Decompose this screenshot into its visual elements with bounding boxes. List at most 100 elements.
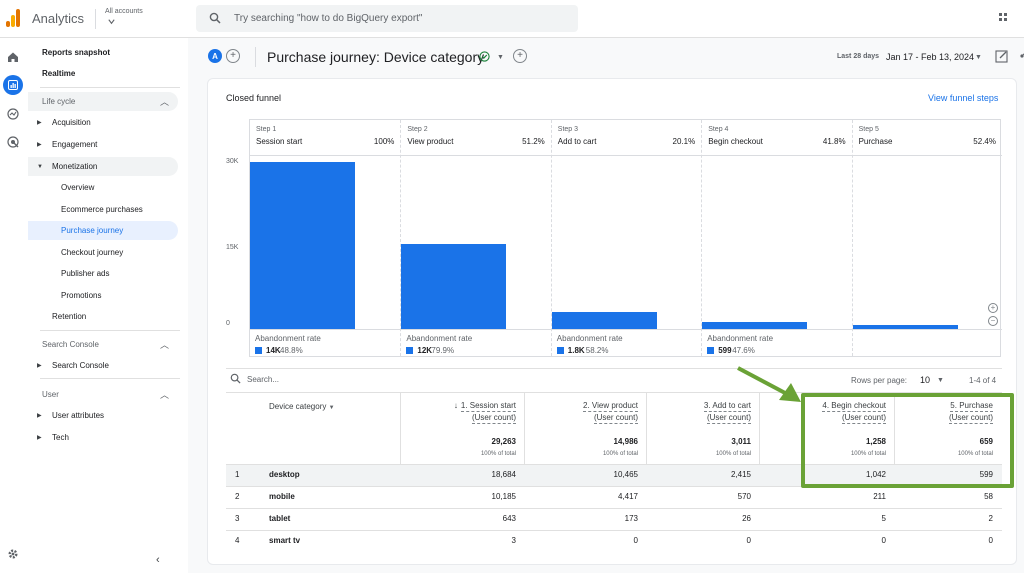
nav-realtime[interactable]: Realtime [28, 64, 178, 83]
card-title: Closed funnel [226, 93, 282, 103]
funnel-bar[interactable] [250, 162, 355, 329]
abandonment-count: 599 [718, 346, 732, 355]
column-percent-of-total: 100% of total [602, 451, 638, 457]
title-dropdown-caret-icon[interactable]: ▼ [497, 54, 504, 61]
nav-ecommerce-purchases[interactable]: Ecommerce purchases [28, 200, 178, 219]
nav-retention[interactable]: Retention [28, 307, 178, 326]
step-header: Step 5 Purchase 52.4% [852, 120, 1002, 156]
table-row[interactable] [226, 464, 1002, 486]
nav-label: Publisher ads [61, 269, 110, 278]
abandonment-label: Abandonment rate [406, 334, 473, 343]
nav-overview[interactable]: Overview [28, 178, 178, 197]
account-selector-label[interactable]: All accounts [105, 8, 143, 15]
metric-cell: 1,042 [865, 470, 886, 479]
metric-cell: 26 [742, 514, 751, 523]
apps-grid-icon[interactable] [999, 13, 1011, 25]
nav-publisher-ads[interactable]: Publisher ads [28, 264, 178, 283]
abandonment-label: Abandonment rate [255, 334, 321, 343]
metric-column-header[interactable]: 4. Begin checkout (User count) [822, 400, 886, 424]
rows-dropdown-caret-icon[interactable]: ▼ [937, 377, 944, 384]
comparison-avatar[interactable]: A [208, 49, 222, 63]
nav-monetization[interactable]: ▼ Monetization [28, 157, 178, 176]
brand-name: Analytics [32, 11, 85, 26]
settings-gear-icon[interactable] [7, 548, 19, 562]
column-subtitle: (User count) [471, 413, 516, 424]
nav-section-lifecycle[interactable]: Life cycle ︿ [28, 92, 178, 111]
column-total: 14,986 [613, 437, 638, 446]
funnel-bar[interactable] [401, 243, 507, 329]
column-total: 3,011 [731, 437, 751, 446]
nav-promotions[interactable]: Promotions [28, 286, 178, 305]
funnel-bar[interactable] [702, 321, 808, 329]
chevron-down-icon[interactable] [107, 17, 116, 26]
date-dropdown-caret-icon[interactable]: ▼ [975, 54, 982, 61]
sort-arrow-down-icon: ↓ [453, 401, 458, 410]
nav-reports-snapshot[interactable]: Reports snapshot [28, 43, 178, 62]
nav-acquisition[interactable]: ▶ Acquisition [28, 113, 178, 132]
table-row[interactable] [226, 508, 1002, 530]
y-tick-label: 30K [226, 158, 239, 165]
funnel-step[interactable]: Step 3 Add to cart 20.1% Abandonment rate 1.… [550, 120, 702, 356]
share-icon[interactable] [1016, 49, 1024, 63]
funnel-step[interactable]: Step 1 Session start 100% Abandonment rate 1… [250, 120, 401, 356]
reports-icon[interactable] [3, 75, 23, 95]
abandonment-cell: Abandonment rate 599 47.6% [702, 329, 852, 356]
table-row[interactable] [226, 530, 1002, 552]
column-subtitle: (User count) [706, 413, 751, 424]
funnel-bar[interactable] [852, 325, 958, 329]
add-comparison-plus-icon[interactable]: + [226, 49, 240, 63]
nav-purchase-journey[interactable]: Purchase journey [28, 221, 178, 240]
funnel-step[interactable]: Step 4 Begin checkout 41.8% Abandonment rat… [701, 120, 852, 356]
date-range-picker[interactable]: Jan 17 - Feb 13, 2024 [886, 52, 975, 62]
add-report-plus-icon[interactable]: + [513, 49, 527, 63]
nav-checkout-journey[interactable]: Checkout journey [28, 243, 178, 262]
abandonment-count: 12K [417, 346, 433, 355]
table-search-input[interactable]: Search... [247, 375, 280, 384]
funnel-step[interactable]: Step 2 View product 51.2% Abandonment rate 1… [400, 120, 551, 356]
table-toolbar [226, 368, 1002, 390]
table-row[interactable] [226, 486, 1002, 508]
funnel-step[interactable]: Step 5 Purchase 52.4% [851, 120, 1002, 356]
metric-column-header[interactable]: ↓ 1. Session start (User count) [454, 400, 516, 424]
nav-label: Ecommerce purchases [61, 205, 143, 214]
nav-section-user[interactable]: User ︿ [28, 385, 178, 404]
zoom-in-icon[interactable]: + [988, 303, 998, 313]
view-funnel-steps-link[interactable]: View funnel steps [928, 93, 999, 103]
row-index: 1 [235, 470, 240, 479]
metric-column-header[interactable]: 5. Purchase (User count) [948, 400, 993, 424]
metric-column-header[interactable]: 2. View product (User count) [583, 400, 638, 424]
advertising-icon[interactable] [3, 132, 23, 152]
column-total: 659 [979, 437, 993, 446]
verified-check-icon [479, 51, 490, 62]
rows-per-page-select[interactable]: 10 [920, 375, 931, 385]
legend-swatch [406, 347, 414, 354]
explore-icon[interactable] [3, 104, 23, 124]
column-subtitle: (User count) [841, 413, 886, 424]
nav-search-console[interactable]: ▶ Search Console [28, 356, 178, 375]
collapse-nav-chevron-left-icon[interactable]: ‹ [156, 554, 160, 566]
zoom-out-icon[interactable]: − [988, 316, 998, 326]
dimension-header[interactable]: Device category ▼ [269, 402, 335, 411]
nav-user-attributes[interactable]: ▶ User attributes [28, 406, 178, 425]
expand-arrow-icon: ▶ [37, 142, 42, 148]
annotation-highlight-box [801, 393, 1014, 488]
nav-label: User [42, 390, 59, 399]
search-bar[interactable]: Try searching "how to do BigQuery export… [196, 5, 578, 32]
column-title: 1. Session start [460, 401, 516, 412]
metric-column-header[interactable]: 3. Add to cart (User count) [703, 400, 751, 424]
expand-arrow-icon: ▶ [37, 413, 42, 419]
metric-cell: 10,185 [491, 492, 516, 501]
home-icon[interactable] [3, 47, 23, 67]
analytics-logo-icon[interactable] [6, 9, 22, 27]
row-index: 3 [235, 514, 240, 523]
step-header: Step 2 View product 51.2% [401, 120, 551, 156]
row-index: 2 [235, 492, 240, 501]
nav-section-search-console[interactable]: Search Console ︿ [28, 335, 178, 354]
funnel-bar[interactable] [551, 311, 657, 329]
divider [400, 392, 401, 464]
customize-report-edit-icon[interactable] [995, 49, 1009, 63]
nav-tech[interactable]: ▶ Tech [28, 428, 178, 447]
device-category-cell: smart tv [269, 536, 301, 545]
nav-engagement[interactable]: ▶ Engagement [28, 135, 178, 154]
legend-swatch [556, 347, 564, 354]
